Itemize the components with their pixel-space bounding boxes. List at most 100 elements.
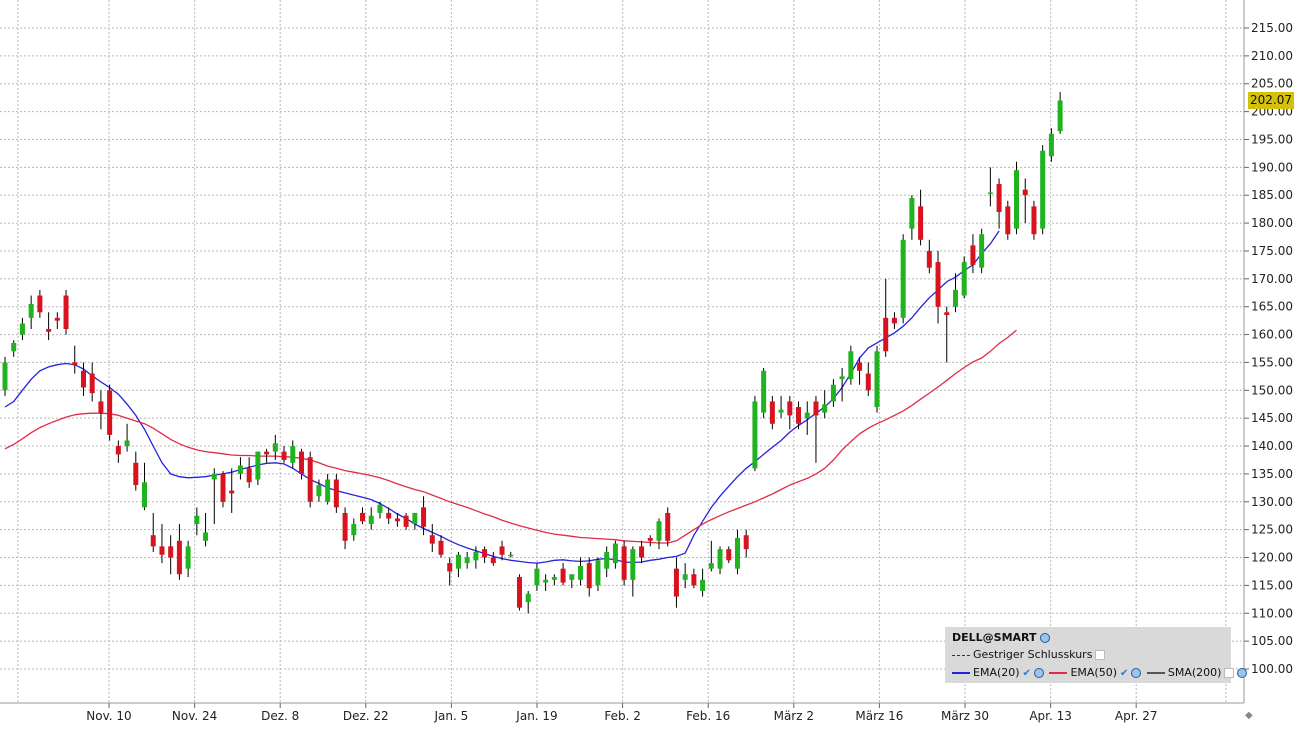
ma-line-ema20 bbox=[4, 230, 1000, 564]
y-tick-label: 210.00 bbox=[1251, 49, 1293, 63]
candle-down bbox=[429, 524, 435, 552]
y-tick-label: 185.00 bbox=[1251, 188, 1293, 202]
candle-body bbox=[490, 557, 496, 564]
prev-close-checkbox[interactable] bbox=[1095, 650, 1106, 660]
candle-body bbox=[987, 192, 993, 194]
candle-body bbox=[19, 323, 25, 335]
candle-up bbox=[874, 345, 880, 413]
candle-down bbox=[281, 446, 287, 463]
globe-icon[interactable] bbox=[1131, 668, 1142, 678]
candle-body bbox=[237, 465, 243, 474]
candle-body bbox=[952, 289, 958, 307]
globe-icon[interactable] bbox=[1033, 668, 1044, 678]
candle-up bbox=[203, 512, 209, 547]
candle-body bbox=[46, 328, 52, 332]
candle-body bbox=[656, 521, 662, 541]
candle-body bbox=[857, 362, 863, 371]
candle-body bbox=[551, 577, 557, 580]
candle-body bbox=[80, 370, 86, 388]
candle-up bbox=[839, 368, 845, 402]
y-tick-label: 105.00 bbox=[1251, 634, 1293, 648]
candle-body bbox=[944, 312, 950, 316]
candle-body bbox=[107, 390, 113, 435]
candle-down bbox=[639, 540, 645, 564]
candle-up bbox=[952, 273, 958, 313]
candle-body bbox=[569, 574, 575, 580]
candle-body bbox=[255, 451, 261, 480]
candle-down bbox=[63, 289, 69, 335]
check-icon[interactable]: ✔ bbox=[1022, 668, 1031, 679]
candle-up bbox=[717, 546, 723, 575]
candle-body bbox=[918, 206, 924, 240]
candle-body bbox=[272, 443, 278, 452]
candle-up bbox=[142, 462, 148, 511]
candle-up bbox=[987, 167, 993, 207]
candle-down bbox=[516, 574, 522, 611]
candle-up bbox=[351, 518, 357, 541]
candle-down bbox=[918, 189, 924, 246]
globe-icon[interactable] bbox=[1039, 633, 1050, 643]
candle-body bbox=[752, 401, 758, 469]
x-gridlines bbox=[17, 0, 1227, 703]
x-tick-label: Apr. 13 bbox=[1029, 709, 1072, 723]
candle-body bbox=[2, 362, 8, 391]
candle-body bbox=[290, 446, 296, 463]
candle-down bbox=[176, 524, 182, 580]
sma200-checkbox[interactable] bbox=[1224, 668, 1235, 678]
candle-up bbox=[28, 295, 34, 329]
candle-body bbox=[438, 540, 444, 555]
candle-down bbox=[787, 395, 793, 430]
candle-body bbox=[142, 482, 148, 508]
candle-up bbox=[464, 551, 470, 569]
check-icon[interactable]: ✔ bbox=[1119, 668, 1129, 679]
candle-up bbox=[708, 540, 714, 572]
y-tick-label: 165.00 bbox=[1251, 300, 1293, 314]
candle-up bbox=[194, 507, 200, 536]
legend-title-row: DELL@SMART bbox=[952, 631, 1050, 644]
candle-up bbox=[11, 340, 17, 357]
candle-body bbox=[37, 295, 43, 313]
candle-up bbox=[630, 546, 636, 597]
globe-icon[interactable] bbox=[1237, 668, 1248, 678]
candle-up bbox=[290, 440, 296, 469]
candle-down bbox=[482, 546, 488, 564]
candle-body bbox=[377, 504, 383, 513]
candle-down bbox=[970, 234, 976, 274]
candle-body bbox=[700, 579, 706, 591]
diamond-icon[interactable]: ◆ bbox=[1245, 710, 1253, 721]
candle-body bbox=[185, 546, 191, 569]
candle-body bbox=[89, 373, 95, 394]
ema50-line-icon bbox=[1049, 672, 1068, 674]
legend-indicators-row: EMA(20) ✔ EMA(50) ✔ SMA(200) bbox=[952, 666, 1248, 679]
candle-body bbox=[98, 401, 104, 413]
candle-up bbox=[682, 563, 688, 589]
candle-down bbox=[796, 401, 802, 430]
y-tick-label: 100.00 bbox=[1251, 662, 1293, 676]
candle-body bbox=[386, 512, 392, 519]
candle-up bbox=[700, 568, 706, 597]
candle-body bbox=[708, 563, 714, 569]
candle-down bbox=[133, 451, 139, 491]
y-gridlines bbox=[0, 27, 1244, 670]
candle-up bbox=[848, 345, 854, 385]
candle-body bbox=[630, 549, 636, 580]
candle-down bbox=[499, 540, 505, 561]
candle-body bbox=[115, 446, 121, 455]
candle-up bbox=[612, 540, 618, 569]
candle-body bbox=[691, 574, 697, 586]
candle-body bbox=[787, 401, 793, 416]
candle-body bbox=[229, 490, 235, 494]
candle-body bbox=[325, 479, 331, 502]
candle-body bbox=[150, 535, 156, 547]
candle-body bbox=[11, 342, 17, 352]
candle-body bbox=[508, 554, 514, 557]
candle-down bbox=[360, 507, 366, 525]
y-tick-label: 125.00 bbox=[1251, 523, 1293, 537]
candle-down bbox=[691, 568, 697, 589]
candle-up bbox=[900, 234, 906, 324]
candle-down bbox=[107, 384, 113, 441]
candle-up bbox=[185, 540, 191, 578]
candle-down bbox=[386, 507, 392, 525]
candle-down bbox=[229, 468, 235, 513]
